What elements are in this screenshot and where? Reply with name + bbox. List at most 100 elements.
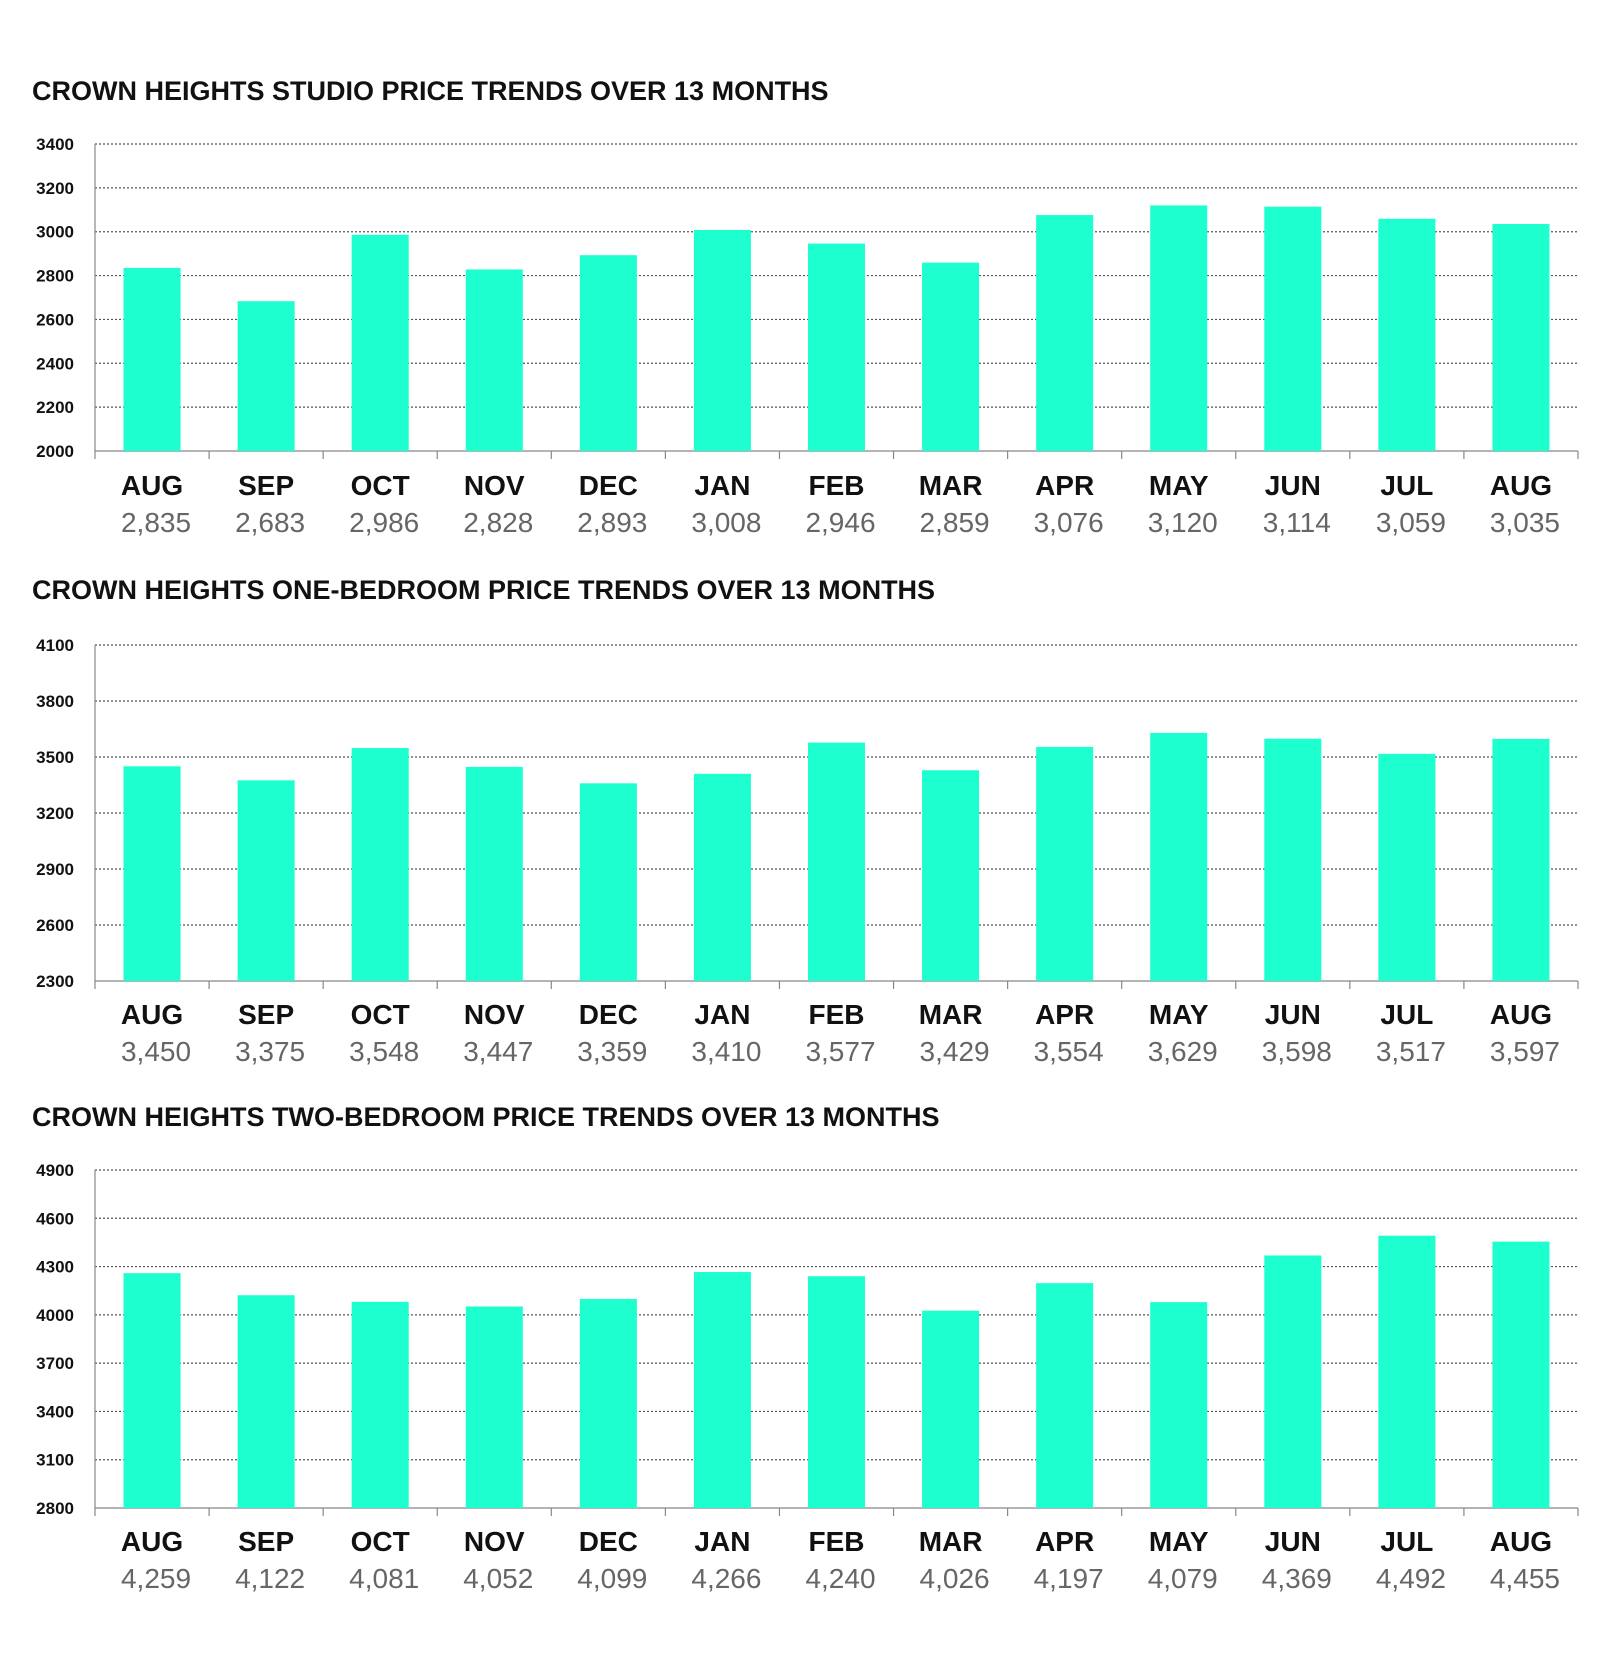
x-category-label: FEB (809, 1526, 865, 1557)
y-tick-label: 3100 (36, 1451, 74, 1470)
x-category-label: DEC (579, 470, 638, 501)
value-label: 2,683 (235, 507, 305, 538)
chart-1: CROWN HEIGHTS STUDIO PRICE TRENDS OVER 1… (32, 76, 1579, 538)
bar (1036, 215, 1094, 451)
bar (1150, 1302, 1208, 1508)
x-category-label: MAR (919, 1526, 983, 1557)
x-category-label: JUL (1380, 999, 1433, 1030)
value-label: 3,035 (1490, 507, 1560, 538)
y-tick-label: 2600 (36, 310, 74, 329)
bar (693, 773, 751, 981)
bar (1492, 224, 1550, 451)
bar (922, 1310, 980, 1508)
bar (465, 766, 523, 981)
x-category-label: MAY (1149, 999, 1209, 1030)
value-label: 3,076 (1034, 507, 1104, 538)
y-tick-label: 4000 (36, 1306, 74, 1325)
value-label: 2,835 (121, 507, 191, 538)
x-category-label: JUL (1380, 1526, 1433, 1557)
value-label: 4,079 (1148, 1563, 1218, 1594)
value-label: 2,986 (349, 507, 419, 538)
x-category-label: NOV (464, 1526, 525, 1557)
x-category-label: FEB (809, 999, 865, 1030)
x-category-label: AUG (121, 1526, 183, 1557)
x-category-label: OCT (351, 999, 410, 1030)
bar (237, 1295, 295, 1508)
y-tick-label: 3500 (36, 748, 74, 767)
x-category-label: SEP (238, 470, 294, 501)
bar (123, 1273, 181, 1508)
bar (922, 262, 980, 451)
value-label: 3,577 (805, 1036, 875, 1067)
x-category-label: JUL (1380, 470, 1433, 501)
x-category-label: APR (1035, 470, 1094, 501)
bar (237, 780, 295, 981)
y-tick-label: 3700 (36, 1354, 74, 1373)
x-category-label: AUG (1490, 999, 1552, 1030)
value-label: 4,197 (1034, 1563, 1104, 1594)
y-tick-label: 4900 (36, 1161, 74, 1180)
x-category-label: NOV (464, 999, 525, 1030)
value-label: 4,026 (920, 1563, 990, 1594)
bar (579, 255, 637, 451)
y-tick-label: 3800 (36, 692, 74, 711)
value-label: 3,359 (577, 1036, 647, 1067)
bar (351, 1301, 409, 1508)
value-label: 4,052 (463, 1563, 533, 1594)
y-tick-label: 2400 (36, 354, 74, 373)
value-label: 2,946 (805, 507, 875, 538)
value-label: 3,410 (691, 1036, 761, 1067)
y-tick-label: 2800 (36, 1499, 74, 1518)
x-category-label: JAN (694, 999, 750, 1030)
x-category-label: JAN (694, 1526, 750, 1557)
x-category-label: SEP (238, 1526, 294, 1557)
bar (693, 1272, 751, 1508)
value-label: 3,450 (121, 1036, 191, 1067)
y-tick-label: 3400 (36, 135, 74, 154)
x-category-label: APR (1035, 1526, 1094, 1557)
y-tick-label: 3200 (36, 179, 74, 198)
bar (1036, 1283, 1094, 1508)
x-category-label: DEC (579, 1526, 638, 1557)
y-tick-label: 2300 (36, 972, 74, 991)
chart-2: CROWN HEIGHTS ONE-BEDROOM PRICE TRENDS O… (32, 575, 1579, 1067)
y-tick-label: 3000 (36, 223, 74, 242)
x-category-label: MAR (919, 470, 983, 501)
bar (1150, 732, 1208, 981)
value-label: 3,598 (1262, 1036, 1332, 1067)
y-tick-label: 4600 (36, 1209, 74, 1228)
bar (351, 748, 409, 981)
x-category-label: MAY (1149, 1526, 1209, 1557)
x-category-label: JUN (1265, 999, 1321, 1030)
x-category-label: JUN (1265, 470, 1321, 501)
bar (465, 269, 523, 451)
value-label: 4,099 (577, 1563, 647, 1594)
bar (693, 229, 751, 451)
bar (1264, 738, 1322, 981)
x-category-label: MAR (919, 999, 983, 1030)
bar (1036, 746, 1094, 981)
x-category-label: FEB (809, 470, 865, 501)
value-label: 4,455 (1490, 1563, 1560, 1594)
bar (922, 770, 980, 981)
y-tick-label: 2600 (36, 916, 74, 935)
chart-title: CROWN HEIGHTS TWO-BEDROOM PRICE TRENDS O… (32, 1102, 940, 1132)
x-category-label: NOV (464, 470, 525, 501)
y-tick-label: 4100 (36, 636, 74, 655)
x-category-label: AUG (1490, 470, 1552, 501)
value-label: 3,375 (235, 1036, 305, 1067)
y-tick-label: 2900 (36, 860, 74, 879)
bar (807, 1276, 866, 1508)
value-label: 3,447 (463, 1036, 533, 1067)
bar (237, 301, 295, 451)
y-tick-label: 4300 (36, 1258, 74, 1277)
value-label: 2,893 (577, 507, 647, 538)
value-label: 4,122 (235, 1563, 305, 1594)
x-category-label: JAN (694, 470, 750, 501)
x-category-label: OCT (351, 1526, 410, 1557)
bar (1492, 1241, 1550, 1508)
bar (1492, 738, 1550, 981)
value-label: 3,114 (1263, 507, 1331, 538)
chart-title: CROWN HEIGHTS ONE-BEDROOM PRICE TRENDS O… (32, 575, 935, 605)
